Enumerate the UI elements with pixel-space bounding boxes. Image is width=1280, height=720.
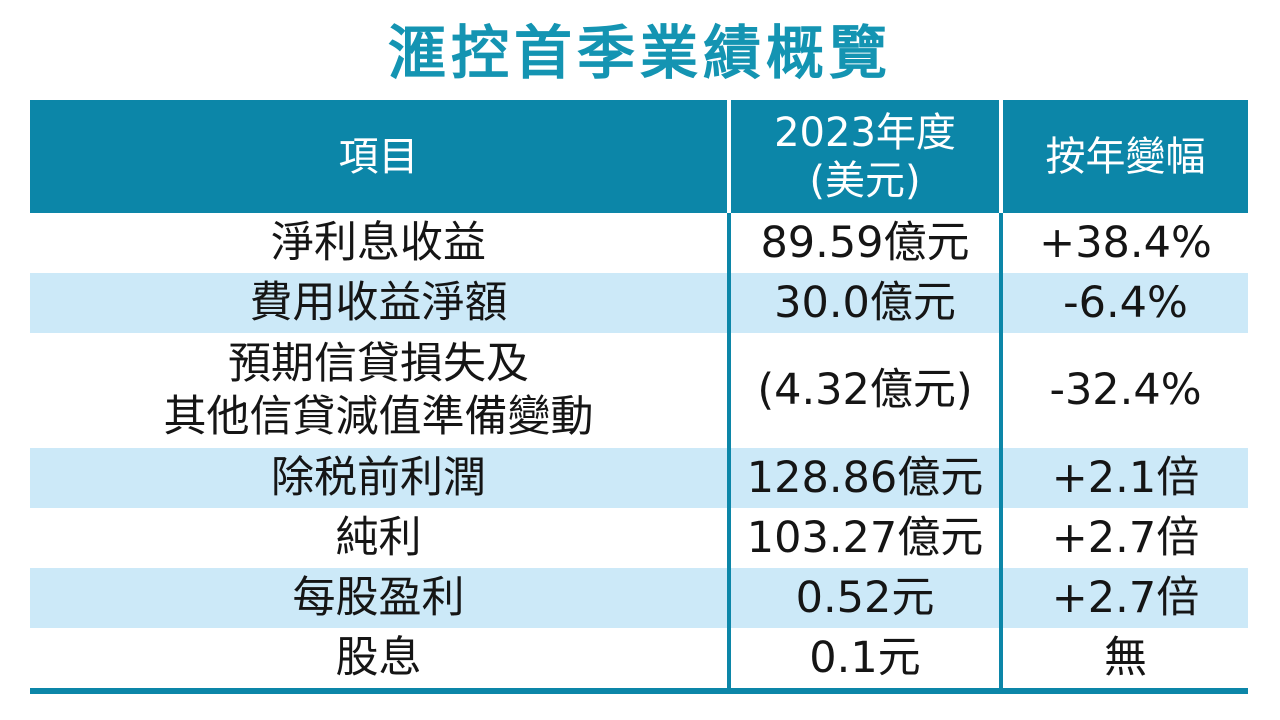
cell-item: 預期信貸損失及 其他信貸減值準備變動	[163, 339, 594, 442]
table-row: 除税前利潤 128.86億元 +2.1倍	[30, 448, 1248, 508]
cell-item: 費用收益淨額	[249, 277, 508, 328]
cell-change: 無	[999, 628, 1248, 688]
table-row: 純利 103.27億元 +2.7倍	[30, 508, 1248, 568]
cell-change: -32.4%	[999, 333, 1248, 448]
cell-value: 89.59億元	[727, 213, 999, 273]
cell-value: 0.1元	[727, 628, 999, 688]
cell-item: 除税前利潤	[271, 452, 486, 503]
cell-value: 0.52元	[727, 568, 999, 628]
cell-value: 103.27億元	[727, 508, 999, 568]
cell-change: +2.1倍	[999, 448, 1248, 508]
table-row: 股息 0.1元 無	[30, 628, 1248, 688]
cell-change: +38.4%	[999, 213, 1248, 273]
header-value: 2023年度 (美元)	[727, 100, 999, 213]
results-table: 項目 2023年度 (美元) 按年變幅 淨利息收益 89.59億元 +38.4%…	[30, 100, 1248, 694]
table-row: 淨利息收益 89.59億元 +38.4%	[30, 213, 1248, 273]
cell-item: 股息	[335, 632, 422, 683]
cell-item: 純利	[335, 512, 422, 563]
table-row: 預期信貸損失及 其他信貸減值準備變動 (4.32億元) -32.4%	[30, 333, 1248, 448]
page-title: 滙控首季業績概覽	[387, 19, 892, 87]
cell-item: 每股盈利	[292, 572, 465, 623]
table-row: 費用收益淨額 30.0億元 -6.4%	[30, 273, 1248, 333]
header-item: 項目	[338, 133, 419, 180]
cell-change: -6.4%	[999, 273, 1248, 333]
table-bottom-rule	[30, 688, 1248, 694]
table-header-row: 項目 2023年度 (美元) 按年變幅	[30, 100, 1248, 213]
cell-change: +2.7倍	[999, 508, 1248, 568]
table-row: 每股盈利 0.52元 +2.7倍	[30, 568, 1248, 628]
cell-item: 淨利息收益	[271, 217, 486, 268]
header-change: 按年變幅	[999, 100, 1248, 213]
cell-change: +2.7倍	[999, 568, 1248, 628]
cell-value: (4.32億元)	[727, 333, 999, 448]
cell-value: 30.0億元	[727, 273, 999, 333]
cell-value: 128.86億元	[727, 448, 999, 508]
table-body: 淨利息收益 89.59億元 +38.4% 費用收益淨額 30.0億元 -6.4%…	[30, 213, 1248, 688]
